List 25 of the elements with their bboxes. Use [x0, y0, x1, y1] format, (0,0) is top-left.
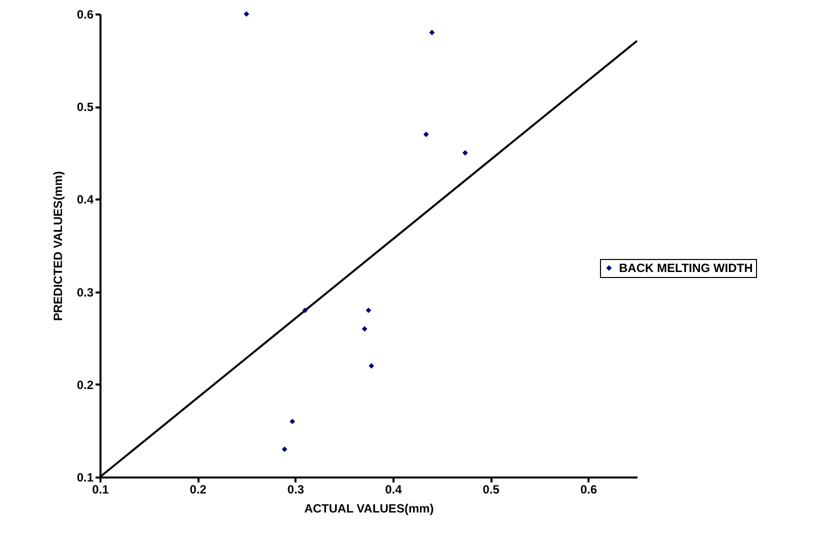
point: [244, 11, 250, 17]
point: [423, 132, 429, 138]
y-tick-label: 0.1: [76, 470, 94, 484]
x-tick-label: 0.5: [482, 482, 500, 496]
x-tick-label: 0.2: [190, 482, 207, 496]
x-tick-label: 0.3: [287, 482, 304, 496]
y-tick-label: 0.5: [76, 100, 94, 114]
legend-label: BACK MELTING WIDTH: [619, 261, 753, 275]
point: [368, 363, 374, 369]
point: [366, 308, 372, 314]
point: [282, 446, 288, 452]
x-tick-label: 0.4: [385, 482, 402, 496]
point: [462, 150, 468, 156]
point: [290, 418, 296, 424]
y-tick-label: 0.3: [76, 285, 94, 300]
y-tick-label: 0.6: [76, 8, 94, 22]
x-tick-label: 0.1: [92, 482, 110, 496]
point: [429, 30, 435, 36]
y-tick-label: 0.4: [76, 192, 94, 207]
x-tick-label: 0.6: [580, 482, 598, 496]
y-tick-label: 0.2: [76, 378, 94, 392]
point: [302, 308, 308, 314]
y-axis-title: PREDICTED VALUES(mm): [50, 171, 65, 321]
point: [362, 326, 368, 332]
x-axis-title: ACTUAL VALUES(mm): [304, 502, 434, 516]
